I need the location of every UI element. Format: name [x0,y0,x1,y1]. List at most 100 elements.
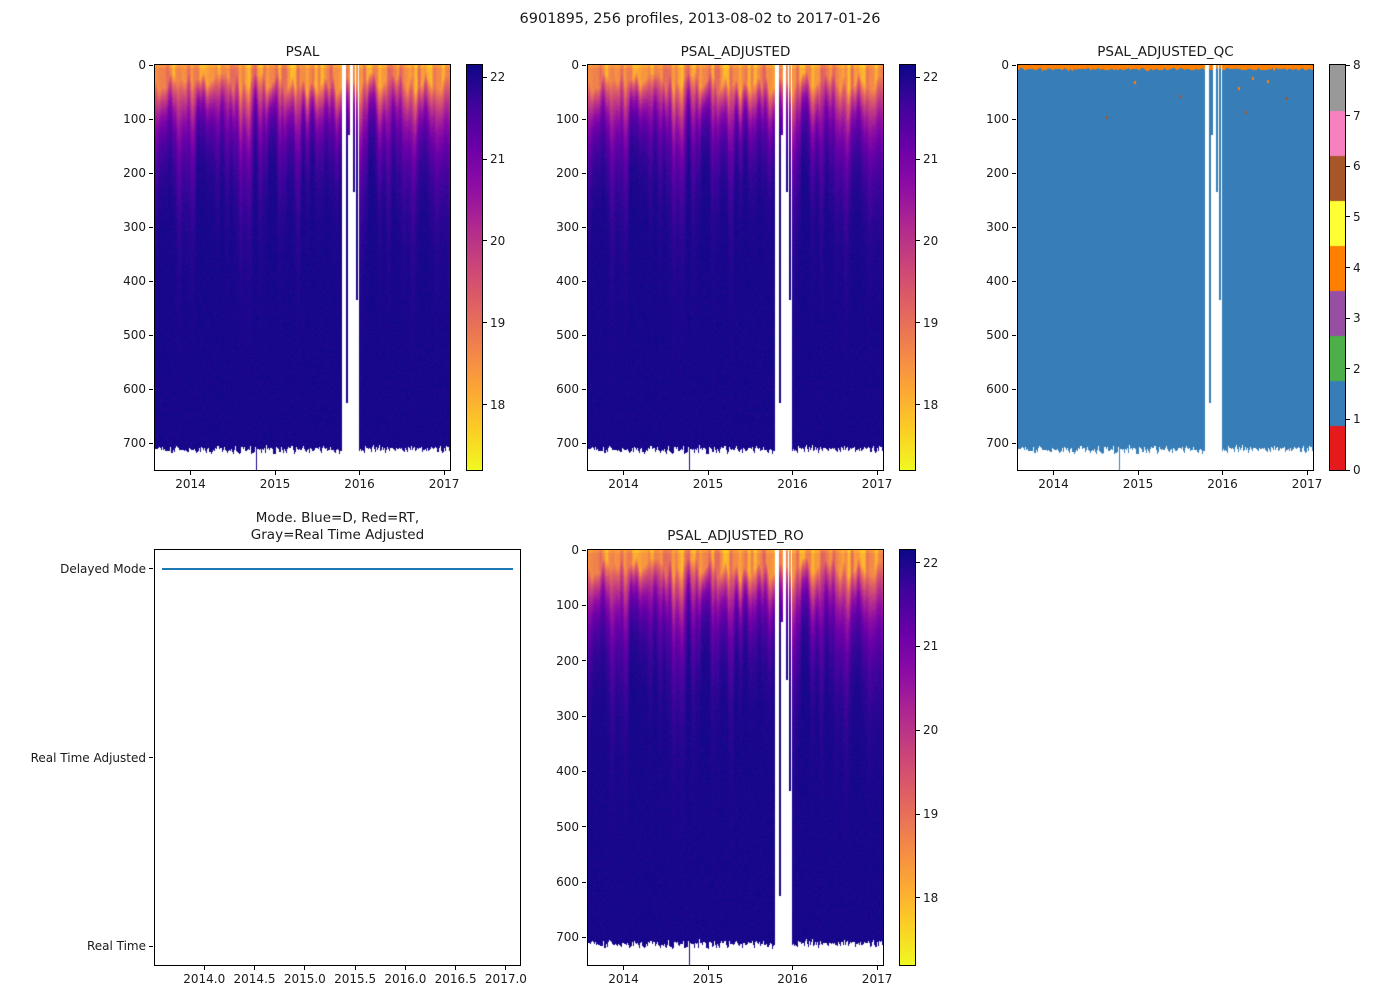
colorbar-tick-mark [916,562,920,564]
colorbar-tick-mark [1346,317,1350,319]
colorbar-tick-mark [1346,115,1350,117]
y-tick-label: 400 [986,274,1009,288]
colorbar-tick-label: 18 [923,397,939,412]
x-tick-label: 2014.0 [183,972,226,986]
psal-colorbar-canvas [467,65,482,470]
y-tick-mark [149,172,153,174]
x-tick-label: 2014 [175,477,206,491]
y-tick-label: 200 [986,166,1009,180]
figure-title: 6901895, 256 profiles, 2013-08-02 to 201… [519,11,881,27]
psal-title: PSAL [285,44,320,60]
x-tick-label: 2015.5 [334,972,377,986]
colorbar-tick-label: 2 [1353,361,1361,376]
x-tick-mark [707,471,709,475]
colorbar-tick-label: 21 [490,152,506,167]
x-tick-label: 2016.0 [384,972,427,986]
y-tick-mark [149,945,153,947]
colorbar-tick-label: 19 [490,315,506,330]
x-tick-label: 2014 [1038,477,1069,491]
colorbar-tick-mark [1346,216,1350,218]
y-tick-mark [582,826,586,828]
x-tick-mark [254,966,256,970]
y-tick-label: 500 [123,328,146,342]
x-tick-label: 2017 [1291,477,1323,491]
colorbar-tick-mark [916,404,920,406]
y-tick-label: 500 [556,819,579,834]
x-tick-mark [1053,471,1054,475]
y-tick-mark [582,549,586,551]
colorbar-tick-label: 20 [923,723,939,738]
y-tick-mark [149,280,153,282]
colorbar-tick-label: 18 [490,397,506,412]
colorbar-tick-label: 22 [923,555,939,570]
x-tick-label: 2015 [1122,477,1154,491]
y-tick-label: 200 [556,166,579,180]
y-tick-mark [582,280,586,282]
y-tick-label: 200 [123,166,146,180]
psal-adjusted-qc-colorbar-canvas [1330,65,1345,470]
x-tick-mark [455,966,457,970]
y-tick-mark [582,715,586,717]
x-tick-label: 2016 [1207,477,1238,491]
psal-adjusted-ro-title: PSAL_ADJUSTED_RO [667,528,804,544]
y-tick-label: 300 [556,220,579,234]
colorbar-tick-mark [916,897,920,899]
psal-adjusted-ro-colorbar [899,549,916,966]
mode-y-category-label: Real Time [86,939,146,954]
x-tick-mark [707,966,709,970]
y-tick-mark [149,568,153,570]
y-tick-mark [582,770,586,772]
y-tick-label: 600 [986,382,1009,396]
colorbar-tick-mark [483,404,487,406]
y-tick-label: 0 [138,58,146,72]
colorbar-tick-label: 19 [923,807,939,822]
psal-adjusted-ro-plot-frame [587,549,884,966]
colorbar-tick-mark [483,322,487,324]
x-tick-mark [505,966,507,970]
psal-colorbar [466,64,483,471]
mode-y-category-label: Real Time Adjusted [30,750,146,765]
mode-y-category-label: Delayed Mode [60,561,146,576]
x-tick-mark [1222,471,1224,475]
y-tick-mark [582,442,586,444]
psal-adjusted-colorbar-canvas [900,65,915,470]
psal-adjusted-qc-colorbar [1329,64,1346,471]
colorbar-tick-label: 8 [1353,58,1361,72]
x-tick-label: 2016 [777,477,808,491]
x-tick-label: 2015.0 [283,972,326,986]
y-tick-label: 600 [556,875,579,889]
y-tick-mark [1012,442,1016,444]
y-tick-label: 100 [556,112,579,126]
colorbar-tick-label: 4 [1353,260,1361,275]
y-tick-label: 400 [556,764,579,779]
x-tick-mark [792,966,794,970]
x-tick-mark [404,966,406,970]
y-tick-label: 0 [1001,58,1009,72]
psal-adjusted-heatmap-canvas [588,65,883,470]
y-tick-label: 300 [123,220,146,234]
x-tick-label: 2017 [861,477,893,491]
x-tick-mark [876,966,878,970]
x-tick-label: 2017.0 [484,972,527,986]
y-tick-mark [1012,280,1016,282]
y-tick-mark [582,881,586,883]
y-tick-mark [149,757,153,758]
y-tick-label: 0 [571,543,579,557]
colorbar-tick-label: 20 [490,233,506,248]
y-tick-mark [582,118,586,120]
psal-adjusted-qc-title: PSAL_ADJUSTED_QC [1097,44,1234,60]
x-tick-label: 2017 [861,972,893,986]
colorbar-tick-mark [1346,368,1350,370]
colorbar-tick-mark [483,158,487,160]
x-tick-mark [274,471,276,475]
x-tick-mark [876,471,878,475]
y-tick-mark [149,118,153,120]
psal-adjusted-colorbar [899,64,916,471]
x-tick-label: 2017 [428,477,460,491]
x-tick-mark [792,471,794,475]
colorbar-tick-mark [1346,267,1350,268]
y-tick-label: 700 [986,436,1009,450]
y-tick-mark [582,936,586,938]
colorbar-tick-mark [1346,418,1350,420]
x-tick-mark [190,471,191,475]
